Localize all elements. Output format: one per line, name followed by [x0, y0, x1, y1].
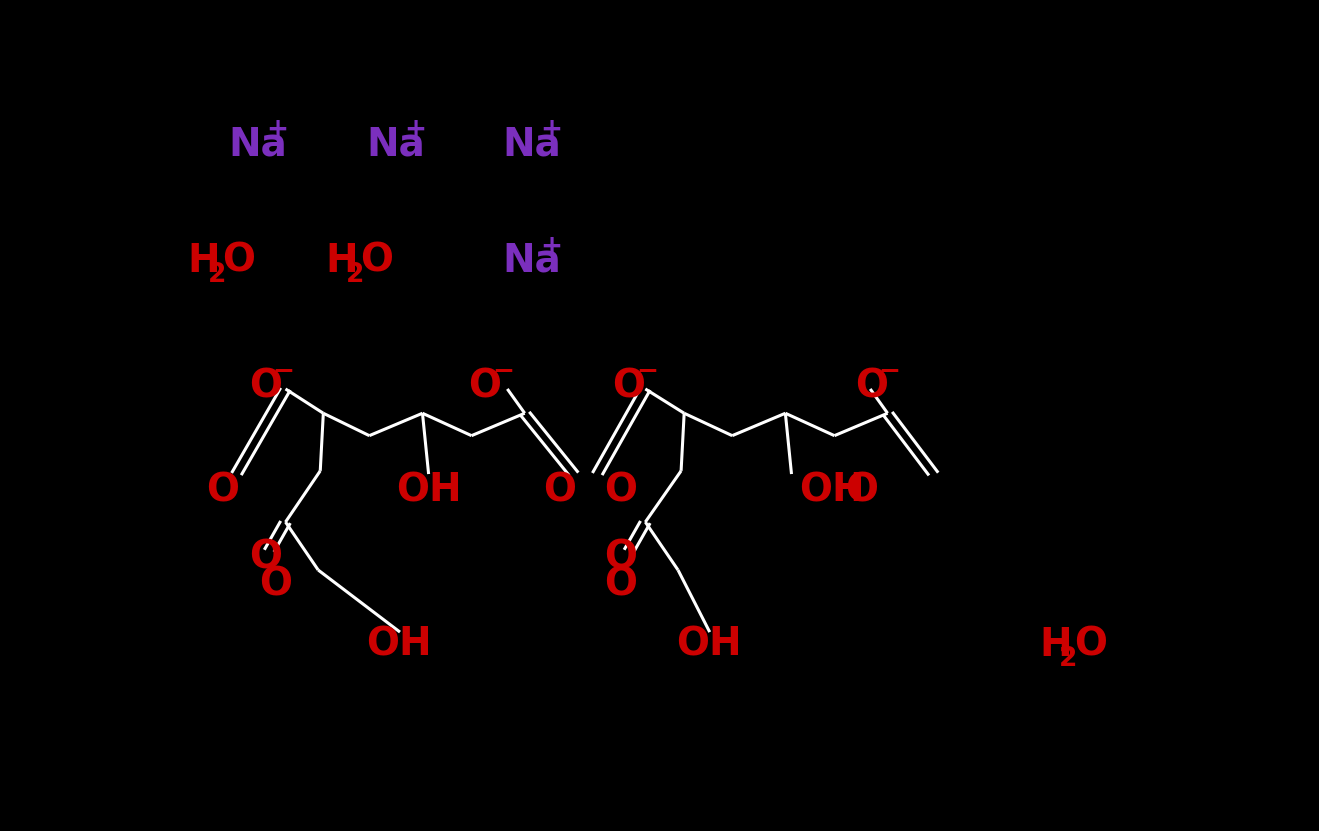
Text: O: O [249, 538, 282, 576]
Text: OH: OH [396, 471, 462, 509]
Text: O: O [612, 367, 645, 406]
Text: O: O [844, 471, 877, 509]
Text: O: O [604, 565, 637, 603]
Text: Na: Na [503, 125, 561, 164]
Text: −: − [878, 359, 901, 386]
Text: O: O [249, 367, 282, 406]
Text: O: O [1074, 626, 1107, 664]
Text: 2: 2 [346, 262, 364, 288]
Text: O: O [206, 471, 239, 509]
Text: OH: OH [799, 471, 864, 509]
Text: O: O [259, 565, 291, 603]
Text: OH: OH [677, 626, 741, 664]
Text: +: + [404, 117, 426, 144]
Text: −: − [492, 359, 514, 386]
Text: Na: Na [228, 125, 288, 164]
Text: −: − [636, 359, 658, 386]
Text: 2: 2 [208, 262, 226, 288]
Text: H: H [326, 242, 357, 280]
Text: O: O [855, 367, 888, 406]
Text: +: + [539, 234, 562, 260]
Text: +: + [266, 117, 288, 144]
Text: −: − [272, 359, 294, 386]
Text: 2: 2 [1059, 646, 1078, 672]
Text: O: O [604, 538, 637, 576]
Text: H: H [1039, 626, 1071, 664]
Text: O: O [543, 471, 576, 509]
Text: OH: OH [367, 626, 431, 664]
Text: O: O [222, 242, 255, 280]
Text: O: O [468, 367, 501, 406]
Text: Na: Na [367, 125, 425, 164]
Text: Na: Na [503, 242, 561, 280]
Text: O: O [604, 471, 637, 509]
Text: O: O [360, 242, 393, 280]
Text: +: + [539, 117, 562, 144]
Text: H: H [187, 242, 220, 280]
